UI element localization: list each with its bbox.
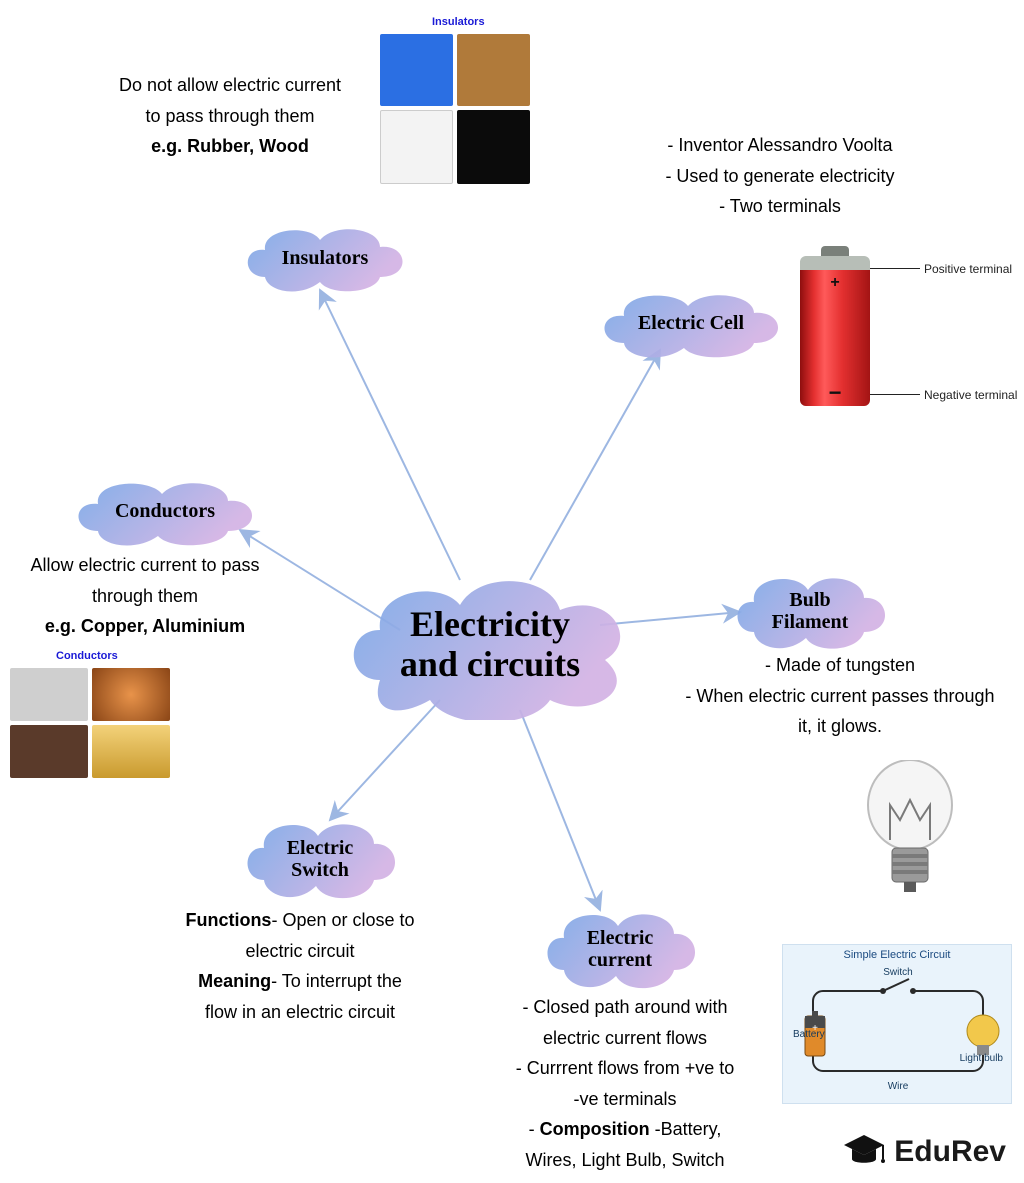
simple-circuit-illustration: Simple Electric Circuit + Switch Battery… [782,944,1012,1104]
battery-cap [821,246,849,256]
desc-line: -ve terminals [470,1084,780,1115]
leader-line [870,268,920,269]
central-label: Electricity and circuits [400,605,580,684]
electric-switch-desc: Functions- Open or close to electric cir… [130,905,470,1027]
desc-line: Meaning- To interrupt the [130,966,470,997]
circuit-title: Simple Electric Circuit [783,945,1011,961]
logo-text: EduRev [894,1135,1006,1169]
insulators-caption: Insulators [432,16,485,28]
node-label: Electric current [587,927,654,971]
electric-current-desc: - Closed path around with electric curre… [470,992,780,1176]
desc-line: Do not allow electric current [80,70,380,101]
thumb-blue-plastic [380,34,453,106]
desc-line: - Used to generate electricity [580,161,980,192]
node-conductors: Conductors [70,476,260,546]
graduation-cap-icon [842,1133,886,1171]
label-line: current [587,949,654,971]
thumb-wire-bundle [10,725,88,778]
desc-line: - Currrent flows from +ve to [470,1053,780,1084]
node-label: Electric Switch [287,837,354,881]
node-electric-switch: Electric Switch [240,816,400,902]
conductors-desc: Allow electric current to pass through t… [0,550,290,642]
node-label: Bulb Filament [772,589,849,633]
node-label: Insulators [282,247,369,269]
arrow-electric_current [520,710,600,910]
desc-line: it, it glows. [650,711,1024,742]
desc-line: e.g. Copper, Aluminium [0,611,290,642]
bulb-icon [860,760,960,900]
desc-line: to pass through them [80,101,380,132]
arrow-insulators [320,290,460,580]
arrow-electric_cell [530,350,660,580]
desc-line: e.g. Rubber, Wood [80,131,380,162]
node-label: Conductors [115,500,215,522]
negative-terminal-label: Negative terminal [924,388,1017,402]
battery-illustration: + − [800,256,870,406]
insulators-image-grid [380,34,530,184]
desc-line: flow in an electric circuit [130,997,470,1028]
switch-label: Switch [883,967,912,978]
thumb-gold-bars [92,725,170,778]
leader-line [870,394,920,395]
label-line: Filament [772,611,849,633]
thumb-silver-rods [10,668,88,721]
edurev-logo: EduRev [842,1133,1006,1171]
thumb-copper-coil [92,668,170,721]
node-insulators: Insulators [240,222,410,294]
minus-icon: − [829,388,842,398]
label-line: Electric [587,927,654,949]
central-node: Electricity and circuits [340,570,640,720]
desc-line: - When electric current passes through [650,681,1024,712]
bulb-illustration [860,760,960,900]
thumb-rubber-roll [457,110,530,184]
node-bulb-filament: Bulb Filament [730,570,890,652]
desc-line: Allow electric current to pass [0,550,290,581]
node-electric-cell: Electric Cell [596,288,786,358]
positive-terminal-label: Positive terminal [924,262,1012,276]
wire-label: Wire [888,1081,909,1092]
desc-line: - Composition -Battery, [470,1114,780,1145]
lightbulb-label: Light bulb [960,1053,1004,1064]
plus-icon: + [830,274,839,292]
label-line: Bulb [772,589,849,611]
desc-line: through them [0,581,290,612]
battery-label: Battery [793,1029,825,1040]
label-line: Electric [287,837,354,859]
thumb-wood-sticks [457,34,530,106]
node-label: Electric Cell [638,312,744,334]
desc-line: Functions- Open or close to [130,905,470,936]
insulators-desc: Do not allow electric current to pass th… [80,70,380,162]
desc-line: - Closed path around with [470,992,780,1023]
central-label-line1: Electricity [400,605,580,645]
desc-line: - Inventor Alessandro Voolta [580,130,980,161]
node-electric-current: Electric current [540,906,700,992]
desc-line: Wires, Light Bulb, Switch [470,1145,780,1176]
conductors-image-grid [10,668,170,778]
bulb-filament-desc: - Made of tungsten - When electric curre… [650,650,1024,742]
conductors-caption: Conductors [56,650,118,662]
circuit-svg: + Switch Battery Wire Light bulb [783,961,1013,1101]
desc-line: - Made of tungsten [650,650,1024,681]
central-label-line2: and circuits [400,645,580,685]
desc-line: electric current flows [470,1023,780,1054]
label-line: Switch [287,859,354,881]
electric-cell-desc: - Inventor Alessandro Voolta - Used to g… [580,130,980,222]
desc-line: electric circuit [130,936,470,967]
desc-line: - Two terminals [580,191,980,222]
thumb-glass-sheet [380,110,453,184]
mindmap-canvas: Electricity and circuits Insulators Insu… [0,0,1024,1183]
